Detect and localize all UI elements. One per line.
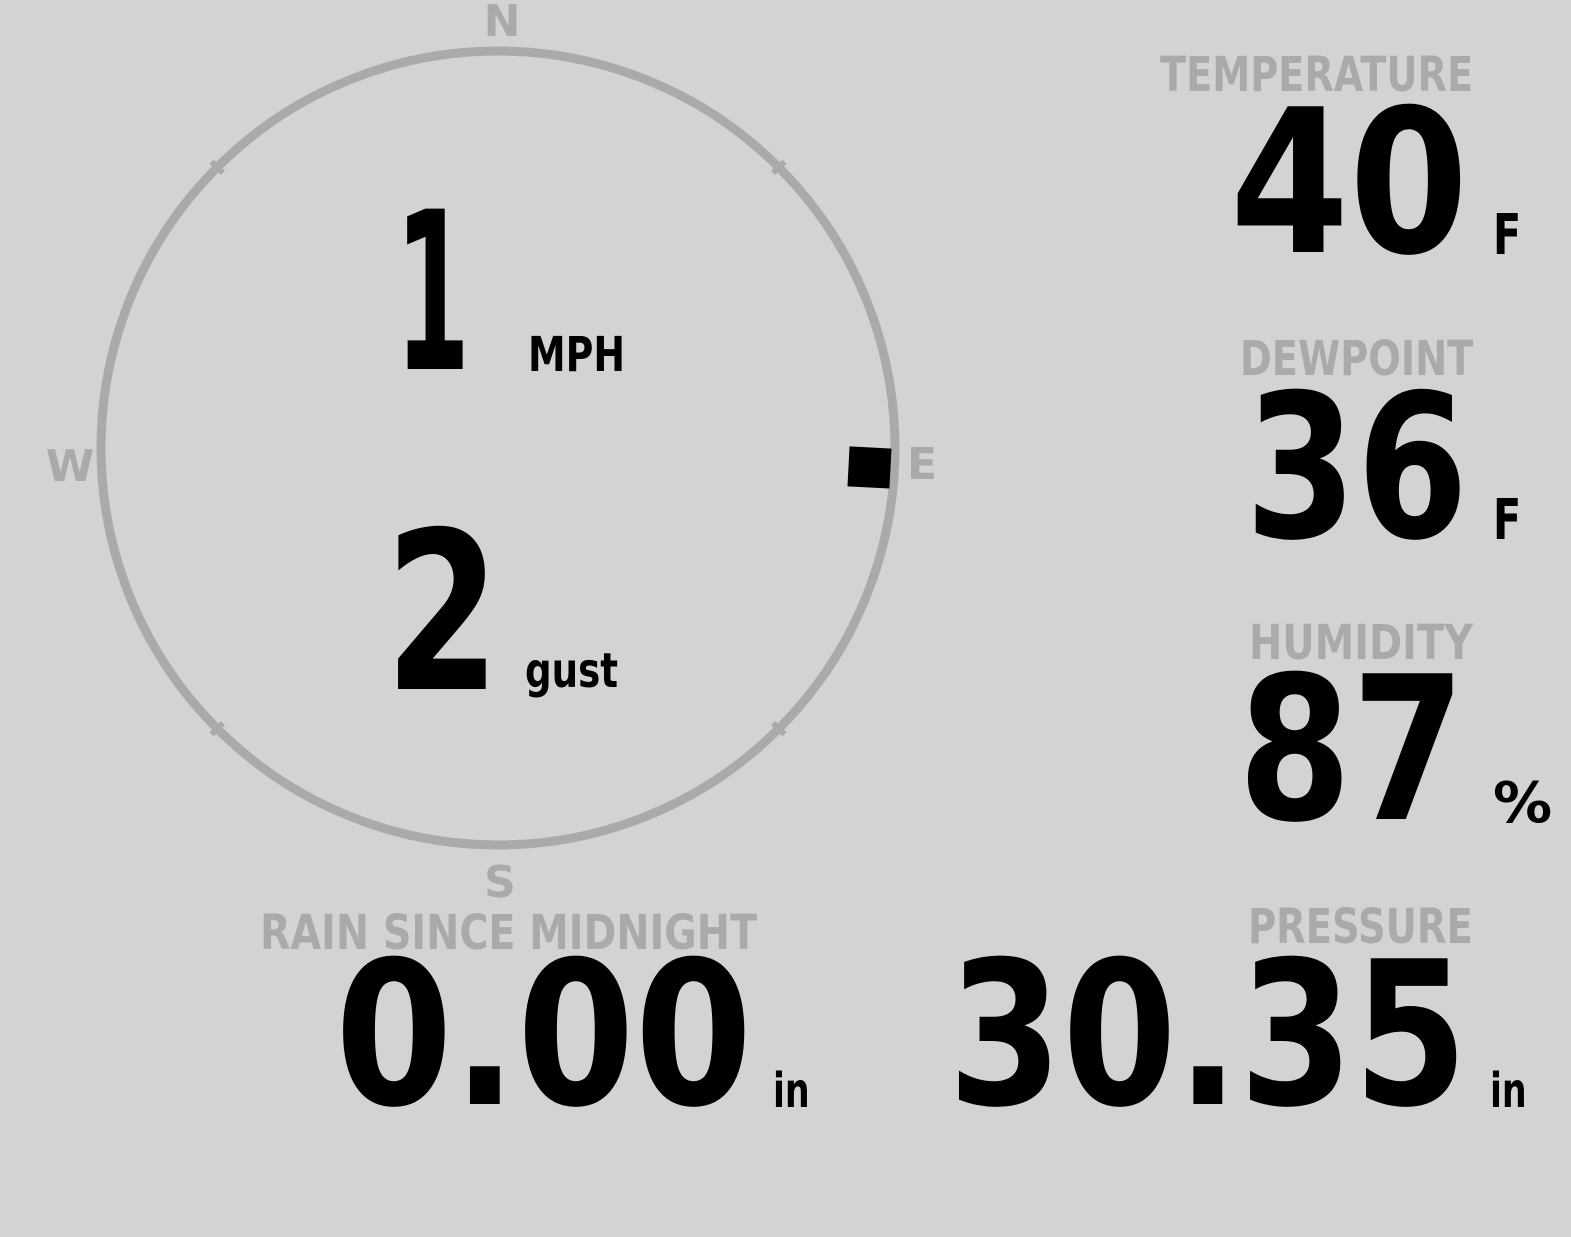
humidity-unit: % bbox=[1493, 771, 1553, 836]
temperature-value: 40 bbox=[1230, 67, 1469, 300]
wind-speed-unit: MPH bbox=[528, 327, 626, 383]
compass-south: S bbox=[484, 857, 516, 908]
wind-gust-value: 2 bbox=[385, 485, 501, 741]
compass-tick bbox=[209, 720, 226, 737]
compass-tick bbox=[770, 159, 787, 176]
pressure-label: PRESSURE bbox=[1248, 899, 1473, 955]
wind-direction-indicator bbox=[847, 446, 892, 489]
pressure-unit: in bbox=[1490, 1063, 1527, 1119]
pressure-value: 30.35 bbox=[948, 919, 1468, 1152]
humidity-label: HUMIDITY bbox=[1249, 615, 1473, 671]
compass-tick bbox=[209, 159, 226, 176]
humidity-value: 87 bbox=[1238, 634, 1466, 867]
rain-value: 0.00 bbox=[335, 919, 753, 1152]
compass-east: E bbox=[906, 439, 938, 490]
wind-gust-unit: gust bbox=[525, 643, 619, 699]
compass-ring bbox=[96, 46, 900, 850]
dewpoint-unit: F bbox=[1493, 488, 1522, 553]
dewpoint-value: 36 bbox=[1245, 352, 1469, 585]
rain-unit: in bbox=[773, 1063, 810, 1119]
dewpoint-label: DEWPOINT bbox=[1240, 331, 1474, 387]
compass-tick bbox=[770, 720, 787, 737]
rain-label: RAIN SINCE MIDNIGHT bbox=[260, 905, 757, 961]
wind-speed-value: 1 bbox=[395, 165, 471, 421]
compass-west: W bbox=[45, 441, 95, 492]
temperature-unit: F bbox=[1493, 203, 1522, 268]
temperature-label: TEMPERATURE bbox=[1160, 47, 1474, 103]
compass-ticks bbox=[209, 159, 787, 737]
compass-north: N bbox=[483, 0, 521, 47]
